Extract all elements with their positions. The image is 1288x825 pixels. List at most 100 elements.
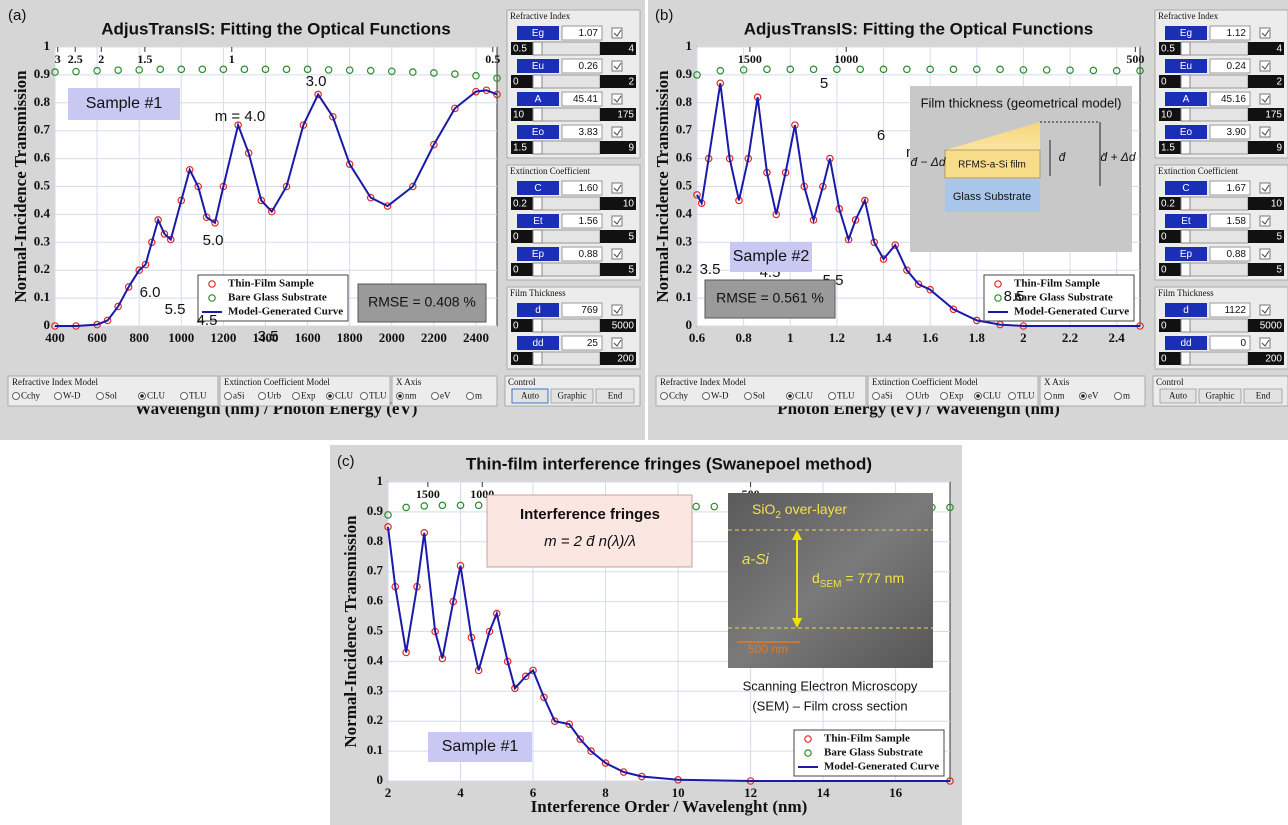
slider-thumb[interactable] bbox=[533, 42, 542, 55]
x-tick-label: 2 bbox=[1020, 330, 1027, 345]
slider-thumb[interactable] bbox=[533, 263, 542, 276]
radio[interactable] bbox=[873, 393, 880, 400]
slider-thumb[interactable] bbox=[1181, 352, 1190, 365]
top-tick-label: 2.5 bbox=[68, 52, 83, 66]
substrate-label: Glass Substrate bbox=[953, 191, 1031, 203]
radio[interactable] bbox=[55, 393, 62, 400]
slider-track[interactable] bbox=[1181, 108, 1248, 121]
param-name: Eu bbox=[1180, 61, 1192, 72]
slider-thumb[interactable] bbox=[1181, 197, 1190, 210]
y-tick-label: 1 bbox=[44, 38, 51, 53]
slider-track[interactable] bbox=[533, 263, 600, 276]
slider-max: 5 bbox=[1276, 265, 1282, 276]
param-name: Eo bbox=[1180, 127, 1193, 138]
x-tick-label: 0.6 bbox=[689, 330, 706, 345]
slider-min: 0 bbox=[513, 265, 519, 276]
button-label[interactable]: End bbox=[608, 391, 623, 401]
radio[interactable] bbox=[1009, 393, 1016, 400]
slider-track[interactable] bbox=[533, 75, 600, 88]
slider-track[interactable] bbox=[533, 319, 600, 332]
slider-thumb[interactable] bbox=[533, 230, 542, 243]
slider-max: 9 bbox=[1276, 143, 1282, 154]
button-label[interactable]: Graphic bbox=[558, 391, 587, 401]
param-name: A bbox=[1183, 94, 1190, 105]
radio[interactable] bbox=[703, 393, 710, 400]
slider-track[interactable] bbox=[533, 108, 600, 121]
slider-track[interactable] bbox=[533, 42, 600, 55]
slider-min: 0 bbox=[1161, 77, 1167, 88]
button-label[interactable]: End bbox=[1256, 391, 1271, 401]
radio-label: TLU bbox=[1017, 391, 1035, 401]
x-tick-label: 2.4 bbox=[1109, 330, 1126, 345]
radio[interactable] bbox=[907, 393, 914, 400]
slider-track[interactable] bbox=[1181, 42, 1248, 55]
radio-label: CLU bbox=[147, 391, 166, 401]
slider-thumb[interactable] bbox=[533, 108, 542, 121]
x-tick-label: 1.6 bbox=[922, 330, 939, 345]
slider-thumb[interactable] bbox=[1181, 108, 1190, 121]
slider-thumb[interactable] bbox=[1181, 42, 1190, 55]
radio[interactable] bbox=[467, 393, 474, 400]
y-tick-label: 0.6 bbox=[367, 593, 384, 608]
slider-min: 10 bbox=[513, 110, 525, 121]
slider-track[interactable] bbox=[1181, 197, 1248, 210]
slider-track[interactable] bbox=[1181, 352, 1248, 365]
param-name: dd bbox=[532, 338, 543, 349]
slider-thumb[interactable] bbox=[1181, 319, 1190, 332]
slider-track[interactable] bbox=[533, 352, 600, 365]
slider-track[interactable] bbox=[533, 141, 600, 154]
slider-track[interactable] bbox=[1181, 263, 1248, 276]
param-name: d bbox=[1183, 305, 1189, 316]
radio-label: nm bbox=[1053, 391, 1065, 401]
slider-thumb[interactable] bbox=[1181, 141, 1190, 154]
slider-track[interactable] bbox=[1181, 319, 1248, 332]
slider-track[interactable] bbox=[1181, 230, 1248, 243]
param-name: dd bbox=[1180, 338, 1191, 349]
radio[interactable] bbox=[661, 393, 668, 400]
radio[interactable] bbox=[225, 393, 232, 400]
radio[interactable] bbox=[1115, 393, 1122, 400]
slider-min: 0 bbox=[513, 232, 519, 243]
chart-title: AdjusTransIS: Fitting the Optical Functi… bbox=[101, 19, 450, 38]
button-label[interactable]: Graphic bbox=[1206, 391, 1235, 401]
x-tick-label: 1.4 bbox=[875, 330, 892, 345]
radio-label: eV bbox=[1088, 391, 1099, 401]
param-value: 45.41 bbox=[573, 94, 598, 105]
slider-thumb[interactable] bbox=[1181, 75, 1190, 88]
slider-track[interactable] bbox=[1181, 75, 1248, 88]
radio[interactable] bbox=[745, 393, 752, 400]
radio[interactable] bbox=[13, 393, 20, 400]
legend-label: Thin-Film Sample bbox=[228, 278, 314, 290]
slider-track[interactable] bbox=[1181, 141, 1248, 154]
legend-label: Thin-Film Sample bbox=[824, 733, 910, 745]
slider-thumb[interactable] bbox=[1181, 230, 1190, 243]
radio[interactable] bbox=[432, 393, 439, 400]
x-tick-label: 400 bbox=[45, 330, 65, 345]
slider-thumb[interactable] bbox=[533, 319, 542, 332]
param-name: Et bbox=[533, 216, 543, 227]
radio[interactable] bbox=[97, 393, 104, 400]
radio[interactable] bbox=[829, 393, 836, 400]
slider-track[interactable] bbox=[533, 197, 600, 210]
slider-thumb[interactable] bbox=[1181, 263, 1190, 276]
legend-label: Bare Glass Substrate bbox=[228, 292, 327, 304]
radio-label: Exp bbox=[301, 391, 316, 401]
radio[interactable] bbox=[259, 393, 266, 400]
param-value: 3.83 bbox=[579, 127, 599, 138]
slider-thumb[interactable] bbox=[533, 141, 542, 154]
button-label[interactable]: Auto bbox=[521, 391, 540, 401]
slider-max: 10 bbox=[623, 199, 635, 210]
button-label[interactable]: Auto bbox=[1169, 391, 1188, 401]
radio[interactable] bbox=[941, 393, 948, 400]
radio-label: aSi bbox=[881, 391, 893, 401]
slider-track[interactable] bbox=[533, 230, 600, 243]
param-value: 1.60 bbox=[579, 183, 599, 194]
slider-thumb[interactable] bbox=[533, 75, 542, 88]
radio[interactable] bbox=[181, 393, 188, 400]
radio[interactable] bbox=[1045, 393, 1052, 400]
slider-thumb[interactable] bbox=[533, 352, 542, 365]
slider-thumb[interactable] bbox=[533, 197, 542, 210]
radio[interactable] bbox=[293, 393, 300, 400]
legend-label: Bare Glass Substrate bbox=[1014, 292, 1113, 304]
radio[interactable] bbox=[361, 393, 368, 400]
